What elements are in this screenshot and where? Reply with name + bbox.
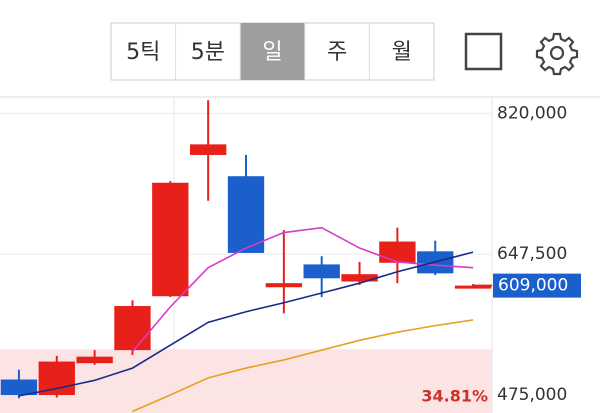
annotation: 34.81%: [421, 387, 488, 406]
candle-body: [341, 274, 378, 282]
gear-hole: [549, 45, 565, 61]
candle-body: [76, 356, 113, 364]
candle-body: [379, 241, 416, 263]
candle-body: [189, 144, 227, 155]
candle-body: [152, 182, 189, 297]
candle-body: [265, 283, 303, 288]
y-tick-label: 820,000: [497, 103, 567, 123]
ma-line: [131, 226, 474, 353]
ma-line: [132, 319, 474, 413]
segment-button[interactable]: 5분: [191, 40, 225, 65]
settings-button[interactable]: [535, 32, 579, 76]
candle-body: [227, 176, 265, 253]
segment-button[interactable]: 일: [262, 40, 282, 65]
candle-body: [303, 264, 340, 279]
candle-body: [38, 361, 75, 396]
square-button[interactable]: [464, 32, 503, 71]
candle-body: [454, 285, 492, 289]
segment-button[interactable]: 주: [327, 40, 347, 65]
last-price-box: [493, 273, 581, 298]
y-tick-label: 475,000: [497, 385, 567, 405]
ma-line: [18, 251, 474, 397]
candle-body: [114, 306, 151, 351]
segment-button[interactable]: 5틱: [126, 40, 160, 65]
y-tick-label: 647,500: [497, 244, 567, 264]
candle-body: [0, 379, 38, 396]
segment-button[interactable]: 월: [392, 40, 412, 65]
gear-icon: [535, 32, 579, 76]
last-price-label: 609,000: [498, 276, 568, 296]
selected-bg: [240, 23, 305, 80]
